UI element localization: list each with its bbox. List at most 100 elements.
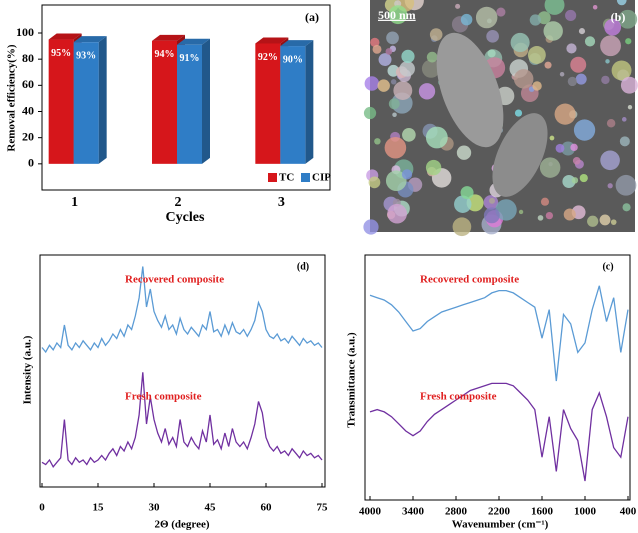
x-axis-label: Wavenumber (cm⁻¹) [452, 519, 549, 531]
sem-texture [390, 79, 397, 85]
sem-texture [570, 143, 578, 152]
sem-texture [425, 126, 448, 149]
sem-texture [537, 215, 544, 221]
value-label: 91% [180, 53, 200, 64]
value-label: 90% [283, 54, 303, 65]
x-tick-label: 15 [93, 502, 105, 514]
bar [48, 39, 74, 164]
sem-texture [627, 104, 633, 110]
sem-texture [378, 53, 392, 67]
sem-texture [384, 136, 407, 159]
sem-texture [475, 6, 498, 29]
sem-texture [386, 31, 399, 45]
x-tick-label: 1600 [531, 506, 554, 518]
sem-texture [486, 29, 499, 43]
sem-texture [364, 76, 380, 91]
sem-texture [601, 75, 610, 85]
legend-swatch [268, 173, 277, 182]
panel-label: (d) [297, 261, 309, 272]
value-label: 95% [51, 48, 71, 59]
sem-texture [460, 13, 473, 26]
sem-texture [426, 51, 438, 63]
series-label: Fresh composite [125, 391, 202, 403]
sem-texture [385, 170, 407, 192]
sem-texture [565, 9, 577, 22]
y-tick-label: 80 [22, 51, 34, 65]
sem-texture [368, 176, 381, 189]
data-line [369, 285, 629, 382]
sem-texture [514, 109, 523, 117]
sem-texture [399, 61, 415, 77]
sem-texture [563, 208, 576, 221]
sem-texture [616, 0, 627, 6]
sem-texture [387, 203, 407, 224]
sem-texture [618, 9, 638, 29]
sem-texture [543, 21, 563, 41]
x-tick-label: 3 [278, 195, 285, 210]
sem-texture [513, 69, 534, 89]
x-tick-label: 0 [39, 502, 45, 514]
sem-texture [549, 135, 555, 141]
bar-side [305, 40, 314, 164]
sem-texture [363, 219, 379, 235]
bar [177, 44, 202, 164]
series-label: Recovered composite [125, 274, 224, 286]
sem-texture [607, 183, 613, 189]
sem-texture [604, 18, 622, 36]
sem-texture [392, 112, 397, 118]
sem-texture [393, 81, 413, 100]
y-axis-label: Removal efficiency(%) [6, 44, 18, 152]
sem-texture [620, 76, 638, 94]
sem-texture [418, 83, 436, 100]
sem-texture [527, 46, 546, 64]
sem-texture [454, 195, 472, 213]
sem-texture [573, 119, 596, 141]
panel-label: (c) [602, 261, 613, 272]
sem-texture [537, 11, 551, 25]
x-tick-label: 400 [620, 506, 637, 518]
bar [280, 46, 306, 164]
sem-texture [429, 28, 443, 41]
sem-texture [487, 49, 496, 58]
value-label: 92% [258, 52, 278, 63]
sem-texture [625, 38, 632, 45]
sem-texture [452, 217, 472, 237]
value-label: 94% [155, 49, 175, 60]
sem-texture [489, 197, 495, 204]
scale-bar-label: 500 nm [378, 8, 416, 22]
bar-side [98, 36, 107, 164]
sem-texture [363, 106, 377, 120]
y-tick-label: 20 [22, 129, 34, 143]
sem-texture [456, 145, 472, 160]
bar [73, 42, 99, 164]
sem-texture [575, 73, 587, 85]
sem-texture [539, 157, 561, 178]
x-axis-label: 2Θ (degree) [154, 519, 209, 531]
x-tick-label: 45 [205, 502, 217, 514]
sem-particle [436, 32, 504, 148]
sem-texture [483, 207, 500, 224]
x-tick-label: 30 [149, 502, 161, 514]
sem-texture [544, 61, 552, 69]
x-tick-label: 60 [261, 502, 273, 514]
sem-texture [605, 59, 610, 64]
data-line [41, 372, 323, 468]
sem-texture [559, 71, 565, 77]
sem-texture [587, 215, 599, 227]
x-axis-label: Cycles [166, 210, 205, 225]
sem-texture [570, 56, 587, 73]
sem-texture [584, 36, 596, 47]
sem-texture [510, 32, 530, 53]
sem-texture [599, 214, 611, 226]
data-line [369, 382, 629, 482]
sem-texture [611, 60, 632, 81]
sem-texture [600, 35, 621, 57]
x-tick-label: 75 [317, 502, 329, 514]
sem-texture [455, 3, 461, 9]
panel-label: (b) [611, 10, 626, 24]
sem-texture [495, 199, 517, 221]
data-line [41, 266, 323, 354]
x-tick-label: 2200 [488, 506, 511, 518]
sem-texture [579, 173, 588, 183]
series-label: Recovered composite [420, 274, 519, 286]
